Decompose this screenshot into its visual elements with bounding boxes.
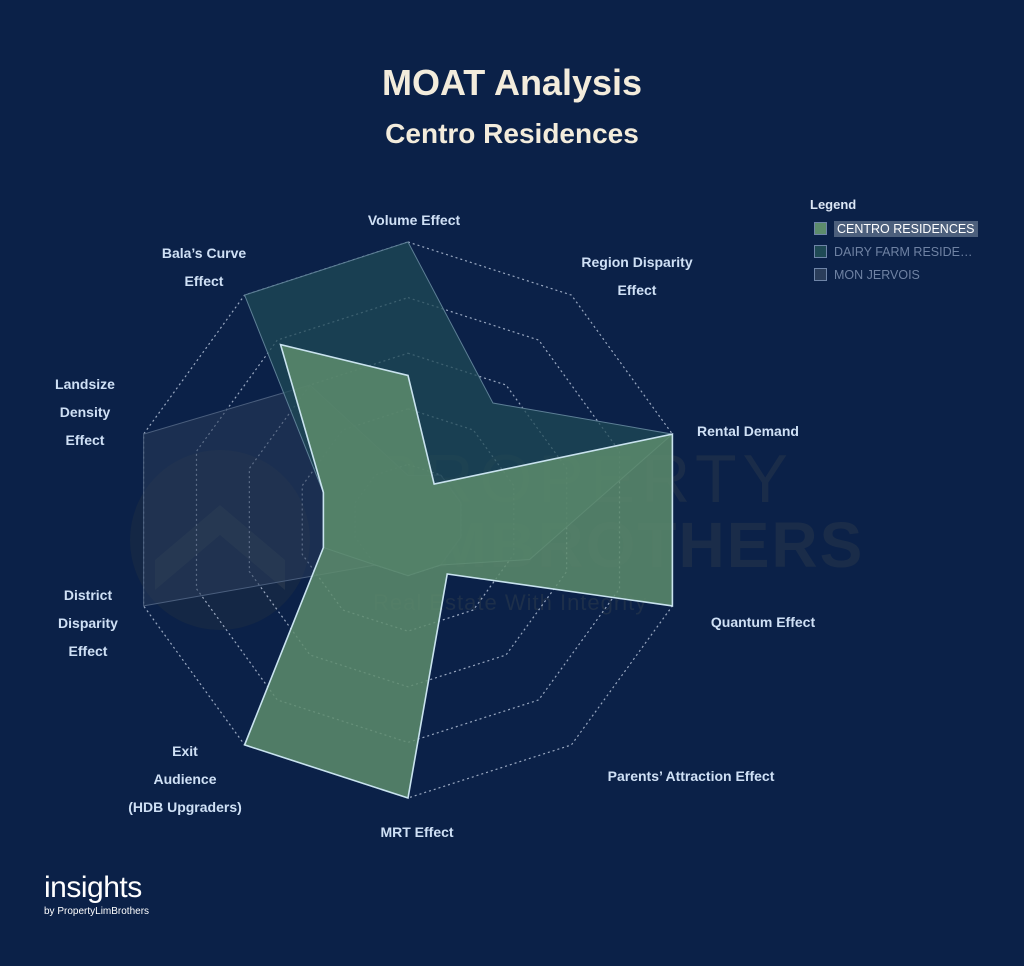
axis-label-7: Exit Audience (HDB Upgraders)	[128, 743, 242, 815]
axis-label-2: Region Disparity Effect	[581, 254, 693, 298]
legend-swatch	[814, 222, 827, 235]
legend-item-3[interactable]: MON JERVOIS	[810, 264, 990, 285]
axis-label-9: Landsize Density Effect	[55, 376, 115, 448]
chart-title: MOAT Analysis	[381, 62, 643, 103]
chart-subtitle: Centro Residences	[385, 118, 639, 149]
legend-swatch	[814, 268, 827, 281]
brand-byline: by PropertyLimBrothers	[44, 906, 150, 917]
radar-series	[143, 241, 674, 800]
legend-swatch	[814, 245, 827, 258]
legend-item-1[interactable]: CENTRO RESIDENCES	[810, 218, 990, 239]
axis-label-1: Volume Effect	[367, 212, 461, 228]
axis-label-3: Rental Demand	[697, 423, 799, 439]
legend-item-2[interactable]: DAIRY FARM RESIDE…	[810, 241, 990, 262]
axis-label-6: MRT Effect	[380, 824, 454, 840]
legend-label: CENTRO RESIDENCES	[834, 220, 978, 237]
legend-title: Legend	[810, 197, 857, 212]
series-centro-residences[interactable]	[243, 343, 674, 800]
legend-label: MON JERVOIS	[834, 267, 920, 282]
brand-logo: insights by PropertyLimBrothers	[44, 871, 150, 918]
grid-ring-5	[143, 241, 673, 799]
axis-label-5: Parents’ Attraction Effect	[607, 768, 775, 784]
axis-label-4: Quantum Effect	[710, 614, 816, 630]
axis-label-10: Bala’s Curve Effect	[161, 245, 247, 289]
legend: Legend CENTRO RESIDENCES DAIRY FARM RESID…	[810, 197, 990, 287]
axis-label-8: District Disparity Effect	[58, 587, 118, 659]
legend-label: DAIRY FARM RESIDE…	[834, 244, 973, 259]
brand-name: insights	[44, 871, 142, 904]
